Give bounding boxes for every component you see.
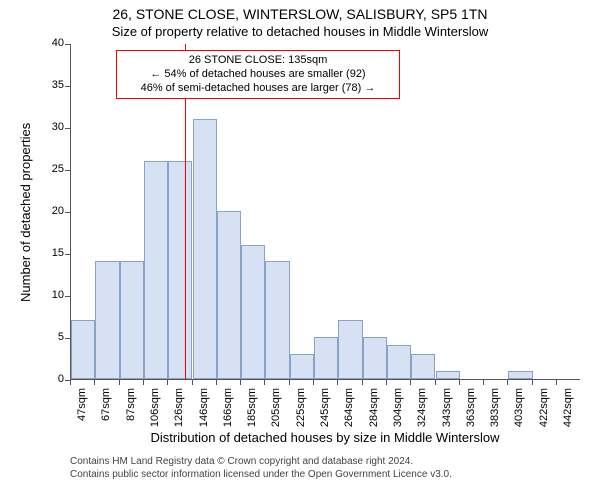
x-tick-label: 442sqm bbox=[562, 388, 574, 432]
x-tick-label: 146sqm bbox=[198, 388, 210, 432]
x-tick-mark bbox=[216, 380, 217, 385]
histogram-bar bbox=[363, 337, 387, 379]
chart-title-line1: 26, STONE CLOSE, WINTERSLOW, SALISBURY, … bbox=[0, 6, 600, 22]
annotation-line: 26 STONE CLOSE: 135sqm bbox=[123, 54, 393, 68]
histogram-bar bbox=[193, 119, 217, 379]
x-tick-mark bbox=[459, 380, 460, 385]
x-tick-mark bbox=[119, 380, 120, 385]
x-tick-label: 245sqm bbox=[319, 388, 331, 432]
x-tick-mark bbox=[532, 380, 533, 385]
x-tick-mark bbox=[362, 380, 363, 385]
x-tick-mark bbox=[483, 380, 484, 385]
x-tick-label: 67sqm bbox=[100, 388, 112, 432]
x-tick-mark bbox=[410, 380, 411, 385]
x-tick-label: 343sqm bbox=[441, 388, 453, 432]
annotation-line: 46% of semi-detached houses are larger (… bbox=[123, 82, 393, 96]
y-tick-label: 15 bbox=[40, 247, 64, 259]
histogram-bar bbox=[217, 211, 241, 379]
histogram-bar bbox=[144, 161, 168, 379]
y-tick-label: 10 bbox=[40, 289, 64, 301]
x-tick-mark bbox=[264, 380, 265, 385]
x-tick-label: 47sqm bbox=[76, 388, 88, 432]
chart-title-line2: Size of property relative to detached ho… bbox=[0, 24, 600, 39]
histogram-bar bbox=[338, 320, 362, 379]
x-tick-mark bbox=[507, 380, 508, 385]
x-axis-label: Distribution of detached houses by size … bbox=[70, 430, 580, 445]
y-tick-mark bbox=[65, 86, 70, 87]
x-tick-mark bbox=[386, 380, 387, 385]
histogram-bar bbox=[168, 161, 192, 379]
x-tick-label: 205sqm bbox=[270, 388, 282, 432]
histogram-bar bbox=[265, 261, 289, 379]
x-tick-label: 284sqm bbox=[368, 388, 380, 432]
histogram-bar bbox=[314, 337, 338, 379]
histogram-bar bbox=[411, 354, 435, 379]
footer-line2: Contains public sector information licen… bbox=[70, 469, 452, 482]
x-tick-mark bbox=[167, 380, 168, 385]
x-tick-mark bbox=[289, 380, 290, 385]
histogram-bar bbox=[290, 354, 314, 379]
y-tick-label: 35 bbox=[40, 79, 64, 91]
x-tick-mark bbox=[192, 380, 193, 385]
x-tick-label: 264sqm bbox=[343, 388, 355, 432]
annotation-box: 26 STONE CLOSE: 135sqm← 54% of detached … bbox=[116, 50, 400, 99]
x-tick-mark bbox=[435, 380, 436, 385]
x-tick-mark bbox=[337, 380, 338, 385]
footer-line1: Contains HM Land Registry data © Crown c… bbox=[70, 456, 452, 469]
histogram-bar bbox=[241, 245, 265, 379]
histogram-bar bbox=[508, 371, 532, 379]
annotation-line: ← 54% of detached houses are smaller (92… bbox=[123, 68, 393, 82]
x-tick-mark bbox=[70, 380, 71, 385]
x-tick-mark bbox=[143, 380, 144, 385]
y-tick-mark bbox=[65, 212, 70, 213]
x-tick-label: 383sqm bbox=[489, 388, 501, 432]
y-tick-mark bbox=[65, 128, 70, 129]
x-tick-label: 403sqm bbox=[513, 388, 525, 432]
y-tick-label: 5 bbox=[40, 331, 64, 343]
y-tick-label: 30 bbox=[40, 121, 64, 133]
y-tick-mark bbox=[65, 338, 70, 339]
histogram-bar bbox=[387, 345, 411, 379]
y-tick-mark bbox=[65, 44, 70, 45]
histogram-bar bbox=[120, 261, 144, 379]
x-tick-mark bbox=[94, 380, 95, 385]
y-tick-label: 20 bbox=[40, 205, 64, 217]
y-tick-mark bbox=[65, 170, 70, 171]
y-tick-label: 0 bbox=[40, 373, 64, 385]
y-tick-label: 25 bbox=[40, 163, 64, 175]
x-tick-label: 126sqm bbox=[173, 388, 185, 432]
x-tick-label: 363sqm bbox=[465, 388, 477, 432]
histogram-bar bbox=[95, 261, 119, 379]
x-tick-label: 166sqm bbox=[222, 388, 234, 432]
x-tick-label: 324sqm bbox=[416, 388, 428, 432]
y-axis-label: Number of detached properties bbox=[18, 123, 33, 302]
y-tick-mark bbox=[65, 296, 70, 297]
x-tick-label: 185sqm bbox=[246, 388, 258, 432]
x-tick-mark bbox=[240, 380, 241, 385]
plot-area: 26 STONE CLOSE: 135sqm← 54% of detached … bbox=[70, 44, 580, 380]
x-tick-label: 87sqm bbox=[125, 388, 137, 432]
x-tick-label: 304sqm bbox=[392, 388, 404, 432]
x-tick-label: 225sqm bbox=[295, 388, 307, 432]
chart-footer: Contains HM Land Registry data © Crown c… bbox=[70, 456, 452, 481]
y-tick-mark bbox=[65, 254, 70, 255]
x-tick-label: 106sqm bbox=[149, 388, 161, 432]
histogram-bar bbox=[71, 320, 95, 379]
y-tick-label: 40 bbox=[40, 37, 64, 49]
histogram-bar bbox=[436, 371, 460, 379]
x-tick-label: 422sqm bbox=[538, 388, 550, 432]
x-tick-mark bbox=[313, 380, 314, 385]
x-tick-mark bbox=[556, 380, 557, 385]
